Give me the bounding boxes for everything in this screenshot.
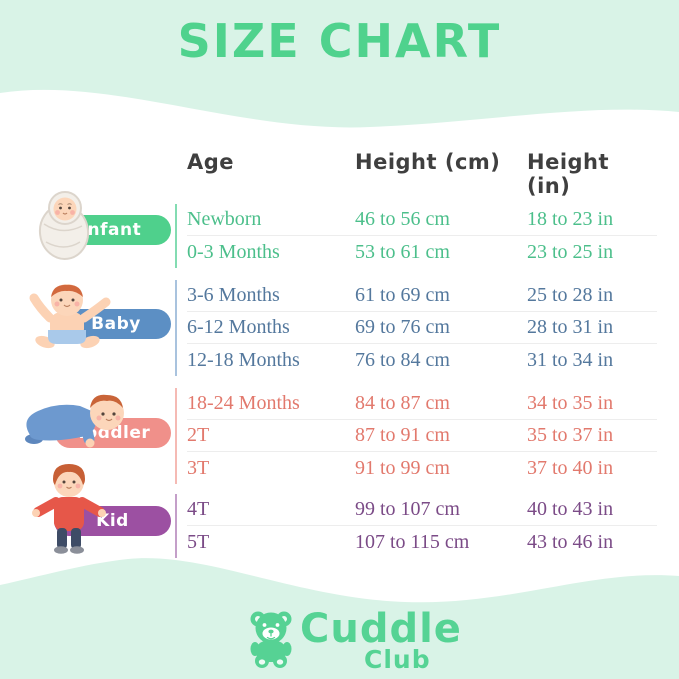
table-cell: Newborn: [187, 208, 262, 230]
page-title: SIZE CHART: [177, 14, 502, 68]
group-toddler-rows: 18-24 Months 84 to 87 cm 34 to 35 in 2T 87 t…: [175, 388, 657, 484]
group-toddler-label-area: Toddler: [12, 388, 175, 484]
table-cell: 2T: [187, 424, 210, 446]
table-cell: 107 to 115 cm: [355, 530, 470, 553]
table-row: 3-6 Months 61 to 69 cm 25 to 28 in: [187, 280, 657, 312]
table-row: 4T 99 to 107 cm 40 to 43 in: [187, 494, 657, 526]
column-header-age: Age: [187, 150, 235, 174]
table-cell: 53 to 61 cm: [355, 240, 450, 263]
table-cell: 5T: [187, 530, 210, 553]
table-cell: 31 to 34 in: [527, 348, 614, 371]
table-cell: 18-24 Months: [187, 392, 300, 414]
swaddled-newborn-illustration: [38, 191, 90, 260]
table-cell: 3-6 Months: [187, 284, 280, 306]
table-cell: 87 to 91 cm: [355, 424, 450, 446]
table-cell: 4T: [187, 498, 210, 520]
table-cell: 0-3 Months: [187, 240, 280, 263]
table-row: 2T 87 to 91 cm 35 to 37 in: [187, 420, 657, 452]
table-row: 6-12 Months 69 to 76 cm 28 to 31 in: [187, 312, 657, 344]
table-cell: 84 to 87 cm: [355, 392, 450, 414]
table-cell: 40 to 43 in: [527, 498, 614, 520]
table-row: 5T 107 to 115 cm 43 to 46 in: [187, 526, 657, 558]
group-infant: Infant Newborn 46 to 56 cm 18 to 23 in 0-3 …: [12, 191, 657, 268]
table-header-row: Age Height (cm) Height (in): [187, 150, 657, 198]
brand-name-text: Cuddle: [300, 606, 462, 652]
table-row: Newborn 46 to 56 cm 18 to 23 in: [187, 204, 657, 236]
brand-logo: Cuddle Club: [0, 605, 679, 679]
group-baby-rows: 3-6 Months 61 to 69 cm 25 to 28 in 6-12 Mon…: [175, 280, 657, 376]
crawling-toddler-illustration: [25, 394, 124, 448]
table-row: 0-3 Months 53 to 61 cm 23 to 25 in: [187, 236, 657, 268]
group-baby: Baby 3-6 Months 61 to 69 cm: [12, 280, 657, 376]
standing-kid-illustration: [32, 464, 106, 554]
table-cell: 43 to 46 in: [527, 530, 614, 553]
table-cell: 99 to 107 cm: [355, 498, 460, 520]
table-cell: 46 to 56 cm: [355, 208, 450, 230]
column-header-height-cm: Height (cm): [355, 150, 501, 174]
table-row: 3T 91 to 99 cm 37 to 40 in: [187, 452, 657, 484]
table-cell: 35 to 37 in: [527, 424, 614, 446]
teddy-bear-icon: [250, 611, 292, 668]
brand-sub-text: Club: [364, 645, 431, 674]
table-cell: 18 to 23 in: [527, 208, 614, 230]
table-cell: 91 to 99 cm: [355, 456, 450, 479]
column-header-height-in: Height (in): [527, 150, 610, 198]
group-kid: Kid: [12, 464, 657, 558]
group-infant-label-area: Infant: [12, 191, 175, 268]
group-kid-rows: 4T 99 to 107 cm 40 to 43 in 5T 107 to 115 cm…: [175, 494, 657, 558]
table-row: 18-24 Months 84 to 87 cm 34 to 35 in: [187, 388, 657, 420]
table-cell: 12-18 Months: [187, 348, 300, 371]
table-cell: 34 to 35 in: [527, 392, 614, 414]
group-infant-rows: Newborn 46 to 56 cm 18 to 23 in 0-3 Months 5…: [175, 204, 657, 268]
table-cell: 76 to 84 cm: [355, 348, 450, 371]
table-cell: 69 to 76 cm: [355, 316, 450, 338]
group-kid-label-area: Kid: [12, 464, 175, 558]
table-cell: 6-12 Months: [187, 316, 290, 338]
table-cell: 3T: [187, 456, 210, 479]
group-toddler: Toddler 18-24 Months 84 to 87 cm 34 to 35 …: [12, 388, 657, 484]
table-cell: 37 to 40 in: [527, 456, 614, 479]
sitting-baby-illustration: [29, 284, 111, 349]
table-cell: 25 to 28 in: [527, 284, 614, 306]
size-table: Age Height (cm) Height (in) Infant: [12, 150, 657, 558]
table-cell: 61 to 69 cm: [355, 284, 450, 306]
table-cell: 28 to 31 in: [527, 316, 614, 338]
group-baby-label-area: Baby: [12, 280, 175, 376]
table-cell: 23 to 25 in: [527, 240, 614, 263]
table-row: 12-18 Months 76 to 84 cm 31 to 34 in: [187, 344, 657, 376]
